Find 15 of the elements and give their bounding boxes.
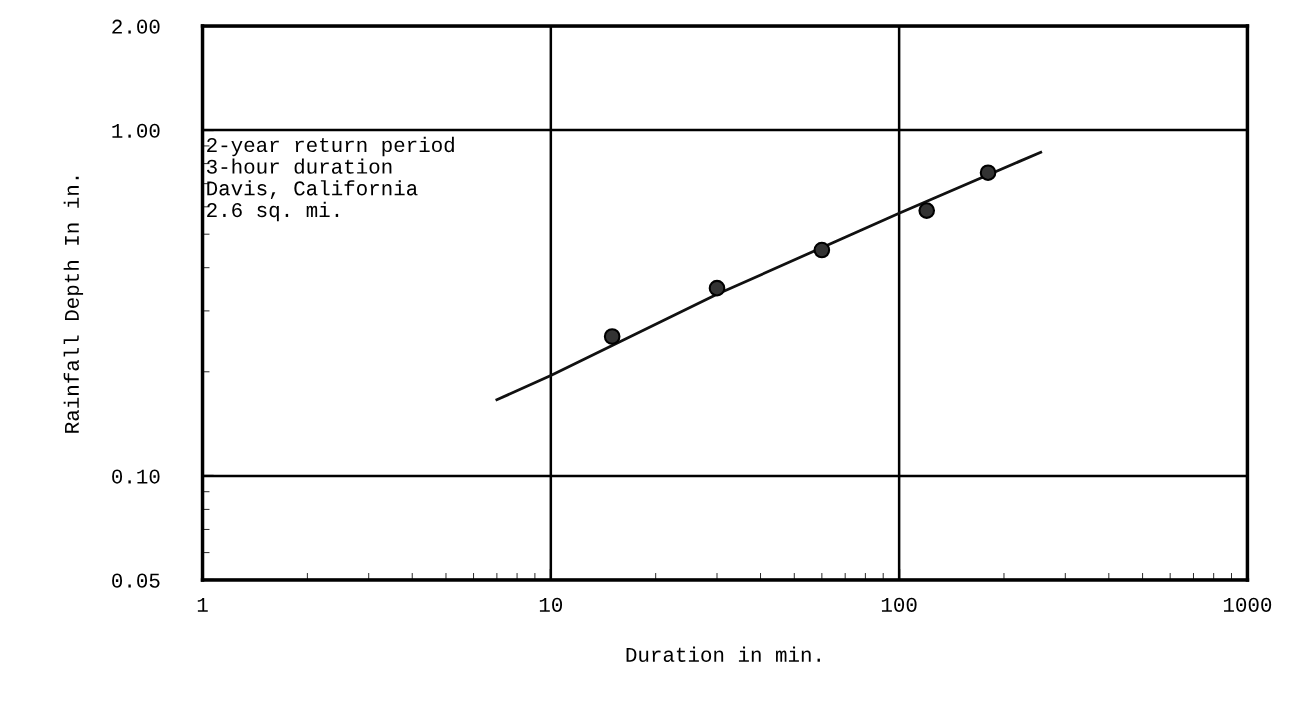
y-axis-title: Rainfall Depth In in. [63, 176, 84, 433]
x-tick-label: 100 [881, 597, 917, 612]
y-tick-label: 0.10 [112, 469, 160, 484]
point [918, 202, 936, 219]
annotation: 2-year return period 3-hour duration Davis, California 2.6 sq. mi. [206, 136, 454, 222]
y-tick-label: 0.05 [112, 573, 160, 588]
point [813, 241, 831, 259]
x-axis-title: Duration in min. [626, 646, 820, 662]
x-tick-label: 10 [539, 597, 563, 612]
x-tick-label: 1 [197, 598, 208, 612]
point [708, 279, 726, 297]
y-tick-label: 1.00 [112, 123, 160, 138]
y-tick-label: 2.00 [112, 19, 160, 34]
point [603, 328, 621, 345]
x-tick-label: 1000 [1223, 597, 1272, 612]
